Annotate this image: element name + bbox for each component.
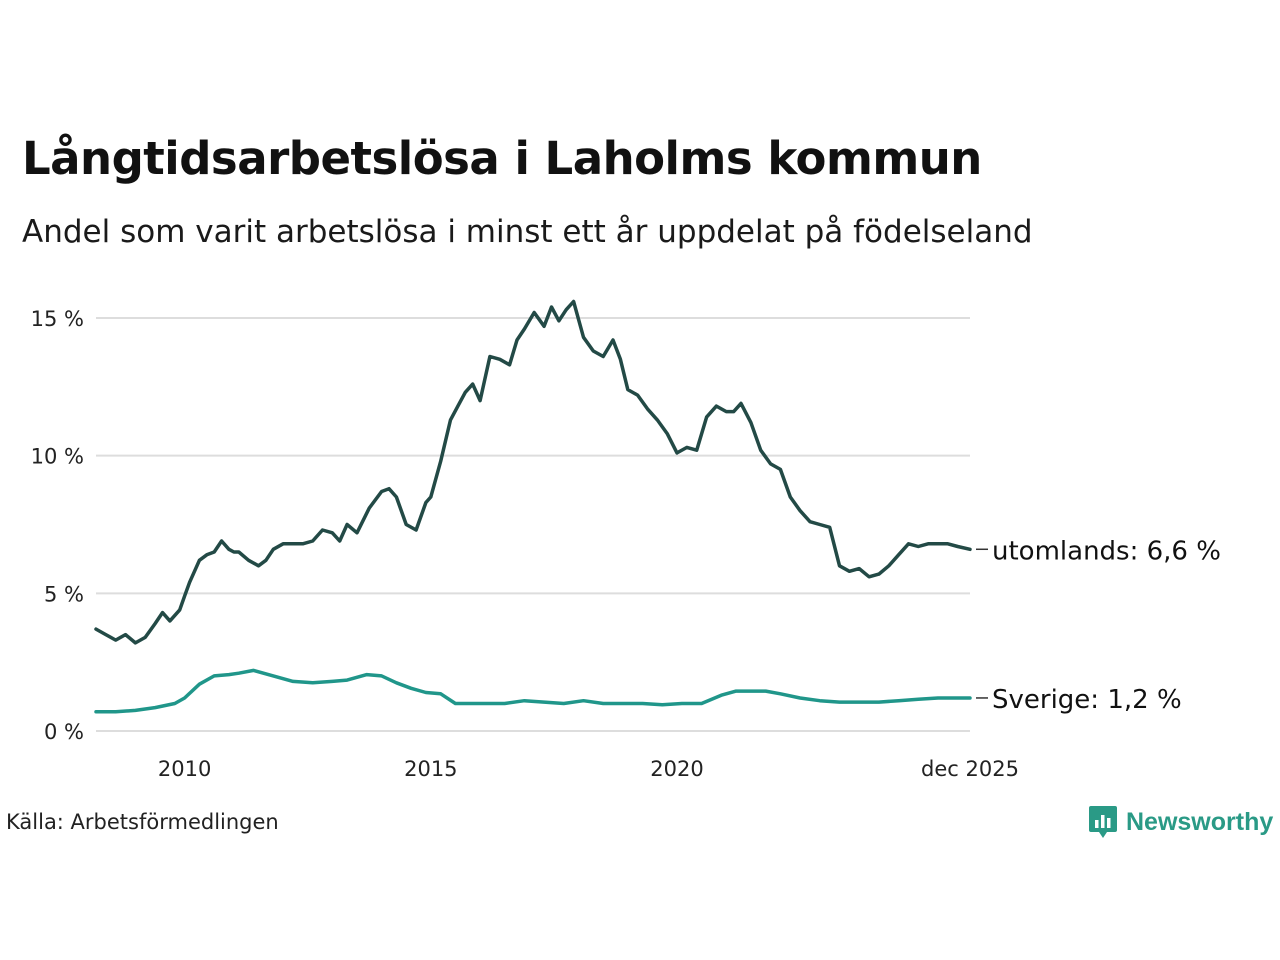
chart-title: Långtidsarbetslösa i Laholms kommun xyxy=(22,132,982,185)
series-line-sverige xyxy=(94,668,972,714)
series-line-utomlands xyxy=(94,299,972,645)
y-tick-label: 15 % xyxy=(31,307,84,331)
x-tick-label: 2020 xyxy=(650,757,703,781)
series-end-label: utomlands: 6,6 % xyxy=(992,536,1221,566)
y-tick-label: 0 % xyxy=(44,720,84,744)
series-end-label: Sverige: 1,2 % xyxy=(992,685,1182,715)
x-tick-label: 2010 xyxy=(158,757,211,781)
y-tick-label: 10 % xyxy=(31,445,84,469)
x-tick-label: dec 2025 xyxy=(921,757,1019,781)
x-tick-label: 2015 xyxy=(404,757,457,781)
source-note: Källa: Arbetsförmedlingen xyxy=(6,810,279,834)
chart-subtitle: Andel som varit arbetslösa i minst ett å… xyxy=(22,214,1033,250)
newsworthy-logo-icon xyxy=(1089,806,1117,838)
y-tick-label: 5 % xyxy=(44,582,84,606)
brand-logo: Newsworthy xyxy=(1088,804,1273,840)
brand-name: Newsworthy xyxy=(1126,807,1274,836)
